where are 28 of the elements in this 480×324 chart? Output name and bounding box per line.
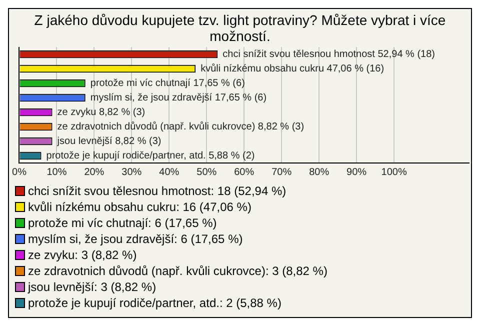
legend-label: kvůli nízkému obsahu cukru: 16 (47,06 %) [28,199,252,215]
x-tick-label: 40% [159,166,180,178]
x-tick-label: 90% [346,166,367,178]
legend-label: myslím si, že jsou zdravější: 6 (17,65 %) [28,231,243,247]
legend-label: chci snížit svou tělesnou hmotnost: 18 (52,94 %) [28,183,286,199]
data-label: chci snížit svou tělesnou hmotnost 52,94 % (18) [222,49,435,60]
x-tick-label: 80% [309,166,330,178]
x-tick-label: 50% [196,166,217,178]
chart-title: Z jakého důvodu kupujete tzv. light potraviny? Můžete vybrat i více možností. [33,11,447,46]
x-tick-label: 0% [12,166,27,178]
data-label: ze zvyku 8,82 % (3) [57,107,146,118]
data-label: jsou levnější 8,82 % (3) [56,136,162,147]
legend-label: jsou levnější: 3 (8,82 %) [28,279,156,295]
x-tick-label: 60% [234,166,254,178]
x-tick-label: 30% [122,166,142,178]
data-label: protože mi víc chutnají 17,65 % (6) [90,78,245,89]
data-label: myslím si, že jsou zdravější 17,65 % (6) [90,92,267,104]
x-tick-label: 20% [84,166,104,178]
x-tick-label: 10% [46,166,67,178]
legend-label: protože je kupují rodiče/partner, atd.: 2 (5,88 %) [28,295,282,311]
legend-label: ze zvyku: 3 (8,82 %) [28,247,137,263]
x-tick-label: 100% [381,166,407,178]
legend-label: ze zdravotnich důvodů (např. kvůli cukrovce): 3 (8,82 %) [28,263,328,279]
data-label: ze zdravotnich důvodů (např. kvůli cukrovce) 8,82 % (3) [57,120,304,132]
data-label: kvůli nízkému obsahu cukru 47,06 % (16) [200,62,384,74]
legend-label: protože mi víc chutnají: 6 (17,65 %) [28,215,217,231]
x-tick-label: 70% [272,166,292,178]
data-label: protože je kupují rodiče/partner, atd. 5,88 % (2) [46,150,255,162]
